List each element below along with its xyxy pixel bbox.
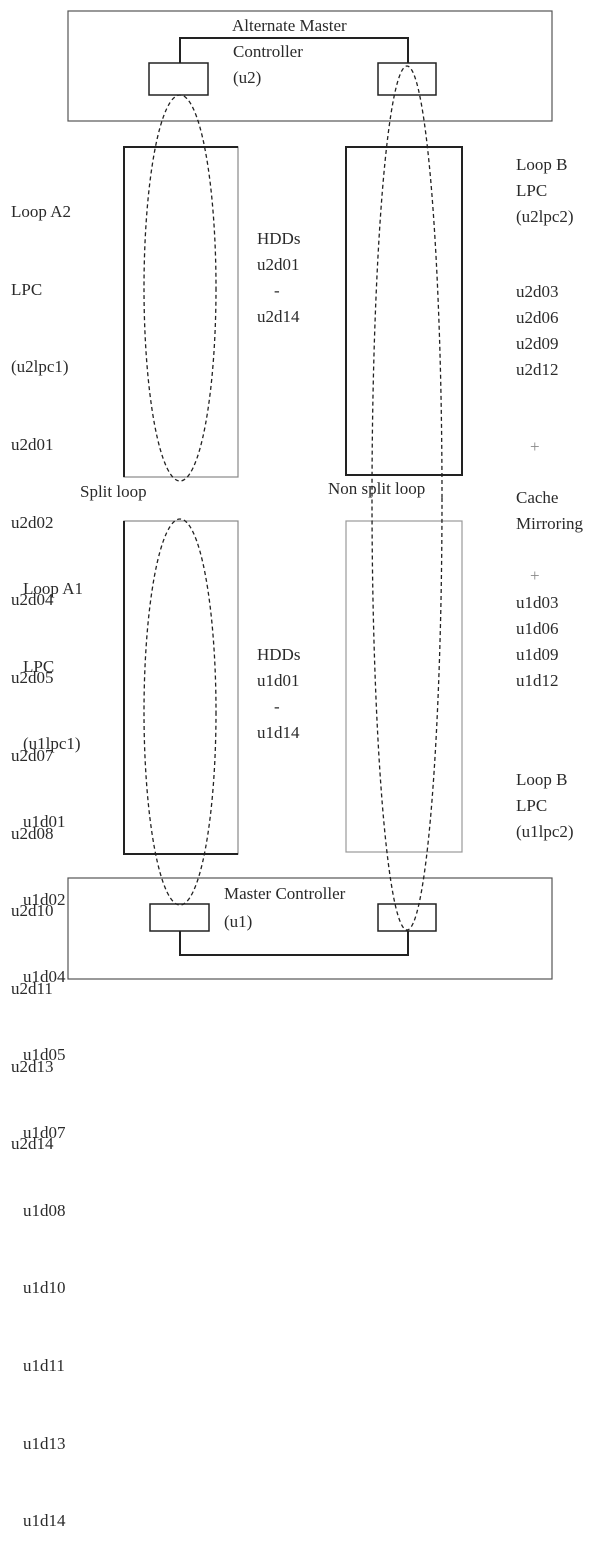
- drive-label: u2d12: [516, 360, 559, 379]
- loop-a1-title: Loop A1: [23, 578, 83, 598]
- drive-label: u1d11: [23, 1356, 65, 1375]
- drive-label: u2d03: [516, 282, 559, 301]
- alternate-controller-internal-link: [179, 37, 409, 63]
- hdds-top-last: u2d14: [257, 307, 300, 326]
- mirroring-label: Mirroring: [516, 514, 584, 533]
- loop-a1-enclosure: [123, 520, 239, 855]
- master-controller-port-left: [149, 903, 210, 932]
- loop-a2-title: Loop A2: [11, 201, 71, 221]
- drive-label: u1d04: [23, 967, 66, 987]
- non-split-loop-ellipse: [371, 65, 443, 931]
- drive-label: u1d06: [516, 619, 559, 638]
- loop-a1-lpc: LPC: [23, 656, 55, 676]
- loop-b-bottom-lpc-id: (u1lpc2): [516, 822, 574, 841]
- split-loop-a1-ellipse: [143, 518, 217, 906]
- loop-b-bottom-enclosure: [345, 520, 463, 853]
- master-controller-label: Master Controller: [224, 884, 346, 903]
- master-controller-box: [67, 877, 553, 980]
- drive-label: u2d08: [11, 823, 54, 843]
- loop-b-bottom-title: Loop B: [516, 770, 568, 789]
- loop-b-top-lpc-id: (u2lpc2): [516, 207, 574, 226]
- drive-label: u2d02: [11, 512, 54, 532]
- drive-label: u1d08: [23, 1200, 66, 1220]
- loop-a2-labels: Loop A2 LPC (u2lpc1) u2d01 u2d02 u2d04 u…: [11, 147, 71, 1183]
- hdds-bottom-dash: -: [274, 697, 280, 716]
- master-controller-internal-link: [179, 931, 409, 956]
- loop-b-top-lpc: LPC: [516, 181, 548, 200]
- alternate-master-label: Alternate Master: [232, 16, 347, 35]
- drive-label: u1d02: [23, 889, 66, 909]
- master-controller-port-right: [377, 903, 437, 932]
- drive-label: u2d07: [11, 745, 54, 765]
- drive-label: u1d13: [23, 1433, 66, 1453]
- loop-a1-enclosure-edge: [123, 521, 238, 855]
- alternate-controller-label: Controller: [233, 42, 303, 61]
- loop-b-top-title: Loop B: [516, 155, 568, 174]
- hdds-top-first: u2d01: [257, 255, 300, 274]
- drive-label: u1d03: [516, 593, 559, 612]
- drive-label: u1d10: [23, 1278, 66, 1298]
- drive-label: u2d06: [516, 308, 559, 327]
- drive-label: u1d01: [23, 811, 66, 831]
- drive-label: u1d12: [516, 671, 559, 690]
- split-loop-a2-ellipse: [143, 94, 217, 482]
- drive-label: u2d04: [11, 590, 54, 610]
- loop-a1-lpc-id: (u1lpc1): [23, 734, 81, 754]
- alternate-controller-port-left: [148, 62, 209, 96]
- alternate-controller-id: (u2): [233, 68, 262, 87]
- hdds-bottom-last: u1d14: [257, 723, 300, 742]
- storage-loop-diagram: [67, 10, 553, 980]
- cache-label: Cache: [516, 488, 559, 507]
- alternate-controller-port-right: [377, 62, 437, 96]
- hdds-top-dash: -: [274, 281, 280, 300]
- master-controller-id: (u1): [224, 912, 253, 931]
- loop-b-bottom-lpc: LPC: [516, 796, 548, 815]
- loop-a1-labels: Loop A1 LPC (u1lpc1) u1d01 u1d02 u1d04 u…: [23, 524, 83, 1560]
- drive-label: u1d07: [23, 1122, 66, 1142]
- hdds-top-title: HDDs: [257, 229, 301, 248]
- hdds-bottom-title: HDDs: [257, 645, 301, 664]
- alternate-master-controller-box: [67, 10, 553, 122]
- cache-plus-bottom: +: [530, 566, 540, 585]
- hdds-bottom-first: u1d01: [257, 671, 300, 690]
- loop-a2-enclosure: [123, 146, 239, 478]
- drive-label: u1d05: [23, 1045, 66, 1065]
- loop-a2-lpc: LPC: [11, 279, 43, 299]
- drive-label: u2d05: [11, 668, 54, 688]
- drive-label: u2d09: [516, 334, 559, 353]
- split-loop-label: Split loop: [80, 482, 147, 501]
- drive-label: u2d10: [11, 901, 54, 921]
- loop-b-top-enclosure: [345, 146, 463, 476]
- drive-label: u2d01: [11, 434, 54, 454]
- drive-label: u1d14: [23, 1511, 66, 1531]
- drive-label: u1d09: [516, 645, 559, 664]
- non-split-loop-label: Non split loop: [328, 479, 426, 498]
- loop-a2-lpc-id: (u2lpc1): [11, 357, 69, 377]
- loop-a2-enclosure-edge: [123, 146, 238, 477]
- cache-plus-top: +: [530, 437, 540, 456]
